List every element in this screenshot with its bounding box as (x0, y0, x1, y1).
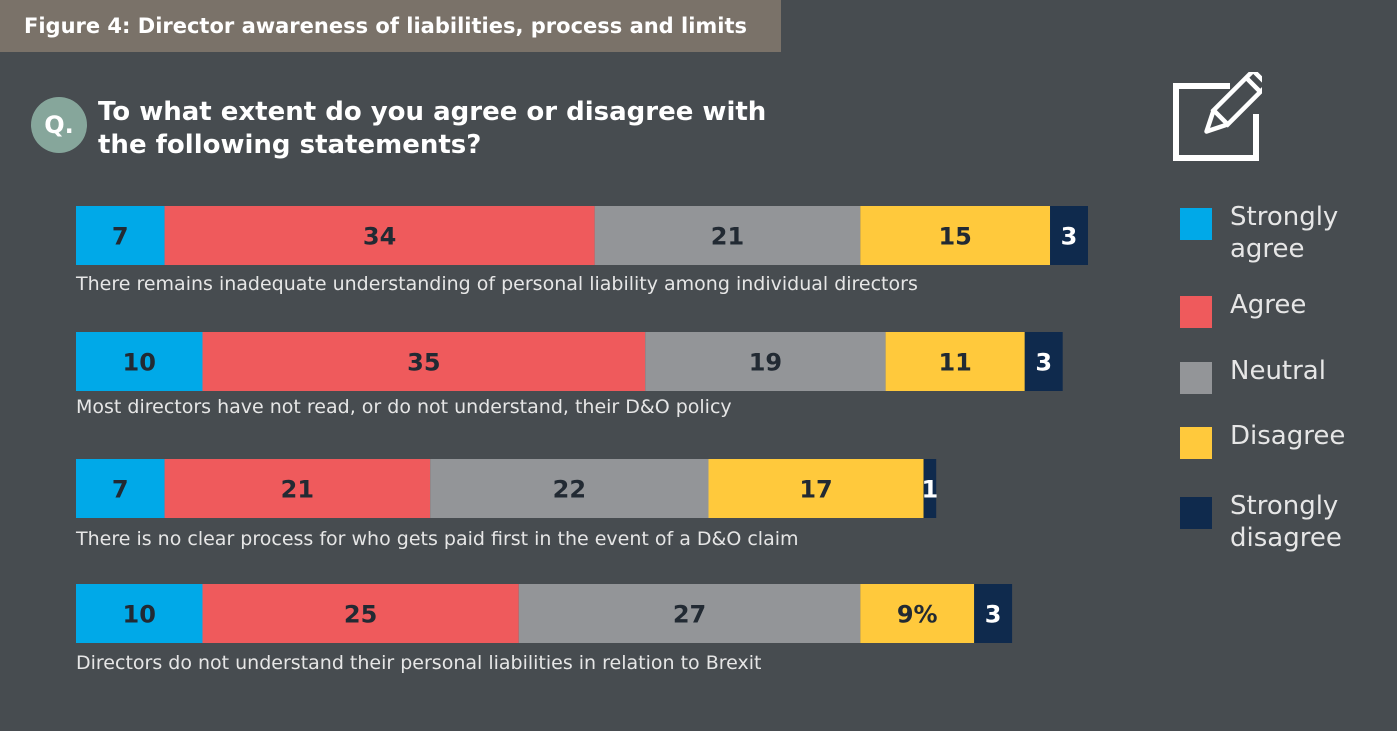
legend-swatch (1180, 362, 1212, 394)
bar-segment-agree (202, 584, 519, 643)
legend-label: Disagree (1230, 421, 1346, 451)
bar-segment-neutral (430, 459, 709, 518)
category-label: There remains inadequate understanding o… (75, 273, 918, 295)
category-label: Directors do not understand their person… (76, 652, 761, 674)
legend-label: Strongly agree (1230, 202, 1339, 264)
bar-value-label: 1 (922, 476, 939, 504)
legend-swatch (1180, 208, 1212, 240)
bar-value-label: 34 (363, 223, 396, 251)
bar-value-label: 11 (938, 349, 971, 377)
bar-segment-disagree (860, 206, 1051, 265)
bar-segment-neutral (518, 584, 861, 643)
bar-value-label: 10 (123, 601, 156, 629)
bar-segment-disagree (885, 332, 1025, 391)
legend-label: Neutral (1230, 356, 1326, 386)
bar-segment-strongly-disagree (974, 584, 1013, 643)
bar-segment-strongly-agree (76, 584, 203, 643)
bar-segment-agree (202, 332, 646, 391)
bar-segment-neutral (645, 332, 886, 391)
bar-value-label: 3 (1061, 223, 1078, 251)
bar-segment-strongly-disagree (1050, 206, 1088, 265)
category-label: Most directors have not read, or do not … (76, 396, 732, 418)
bar-segment-strongly-agree (76, 459, 165, 518)
bar-value-label: 9% (897, 601, 938, 629)
bar-value-label: 22 (553, 476, 586, 504)
bar-value-label: 35 (407, 349, 440, 377)
bar-segment-agree (164, 206, 595, 265)
bar-segment-neutral (594, 206, 861, 265)
legend-swatch (1180, 296, 1212, 328)
bar-value-label: 19 (749, 349, 782, 377)
bar-value-label: 17 (799, 476, 832, 504)
bar-value-label: 10 (123, 349, 156, 377)
question-text: To what extent do you agree or disagree … (98, 97, 767, 160)
question-badge: Q. (31, 97, 87, 153)
bar-value-label: 7 (112, 476, 129, 504)
bar-value-label: 3 (1035, 349, 1052, 377)
bar-segment-strongly-disagree (1024, 332, 1063, 391)
bar-value-label: 21 (281, 476, 314, 504)
category-label: There is no clear process for who gets p… (75, 528, 799, 550)
bar-segment-strongly-agree (76, 332, 203, 391)
bar-segment-disagree (708, 459, 924, 518)
bar-value-label: 21 (711, 223, 744, 251)
legend-swatch (1180, 427, 1212, 459)
bar-segment-disagree (860, 584, 975, 643)
bar-segment-strongly-disagree (923, 459, 937, 518)
bar-value-label: 7 (112, 223, 129, 251)
legend-swatch (1180, 497, 1212, 529)
bar-value-label: 25 (344, 601, 377, 629)
figure-title: Figure 4: Director awareness of liabilit… (0, 0, 781, 52)
bar-segment-strongly-agree (76, 206, 165, 265)
pencil-edit-icon (1173, 72, 1262, 161)
bar-value-label: 15 (938, 223, 971, 251)
legend-label: Strongly disagree (1230, 491, 1342, 553)
legend-label: Agree (1230, 290, 1307, 320)
bar-value-label: 3 (985, 601, 1002, 629)
bar-value-label: 27 (673, 601, 706, 629)
bar-segment-agree (164, 459, 431, 518)
